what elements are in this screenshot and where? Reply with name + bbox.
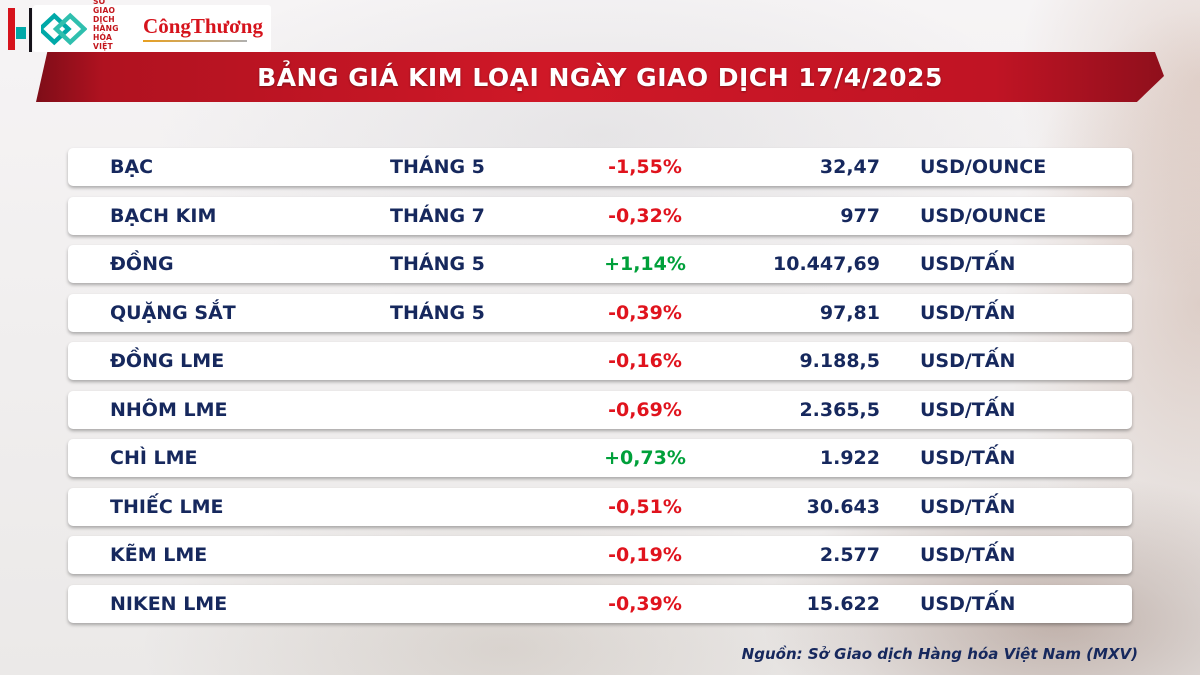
price-unit: USD/TẤN xyxy=(920,398,1016,421)
table-row: CHÌ LME +0,73% 1.922 USD/TẤN xyxy=(68,439,1132,477)
price-unit: USD/TẤN xyxy=(920,253,1016,275)
table-row: NHÔM LME -0,69% 2.365,5 USD/TẤN xyxy=(68,390,1132,429)
commodity-name: QUẶNG SẮT xyxy=(110,301,236,324)
price-unit: USD/TẤN xyxy=(920,350,1016,372)
price-table: BẠC THÁNG 5 -1,55% 32,47 USD/OUNCE BẠCH … xyxy=(68,148,1132,623)
congthuong-tagline-bar xyxy=(143,39,248,42)
price-unit: USD/TẤN xyxy=(920,544,1016,566)
price-value: 97,81 xyxy=(819,301,880,324)
commodity-name: CHÌ LME xyxy=(110,447,198,469)
table-row: ĐỒNG THÁNG 5 +1,14% 10.447,69 USD/TẤN xyxy=(68,245,1132,283)
table-row: THIẾC LME -0,51% 30.643 USD/TẤN xyxy=(68,487,1132,526)
price-unit: USD/TẤN xyxy=(920,301,1016,324)
commodity-name: THIẾC LME xyxy=(110,495,224,518)
commodity-name: BẠC xyxy=(110,156,154,178)
corner-red-bar xyxy=(8,8,15,50)
change-percent: +0,73% xyxy=(604,447,686,469)
change-percent: -1,55% xyxy=(608,156,682,178)
change-percent: -0,32% xyxy=(608,204,682,227)
table-row: QUẶNG SẮT THÁNG 5 -0,39% 97,81 USD/TẤN xyxy=(68,293,1132,332)
change-percent: -0,16% xyxy=(608,350,682,372)
source-note: Nguồn: Sở Giao dịch Hàng hóa Việt Nam (M… xyxy=(741,645,1138,663)
price-value: 9.188,5 xyxy=(799,350,880,372)
price-unit: USD/TẤN xyxy=(920,495,1016,518)
price-value: 30.643 xyxy=(806,495,880,518)
price-value: 1.922 xyxy=(819,447,880,469)
congthuong-logo-text: CôngThương xyxy=(143,13,263,38)
price-value: 2.577 xyxy=(819,544,880,566)
price-unit: USD/TẤN xyxy=(920,592,1016,615)
logo-card: SỞ GIAO DỊCH HÀNG HÓA VIỆT NAM CôngThươn… xyxy=(33,0,271,60)
price-unit: USD/OUNCE xyxy=(920,156,1047,178)
table-row: NIKEN LME -0,39% 15.622 USD/TẤN xyxy=(68,584,1132,623)
table-row: ĐỒNG LME -0,16% 9.188,5 USD/TẤN xyxy=(68,342,1132,380)
mxv-logo-icon xyxy=(41,10,87,48)
change-percent: -0,39% xyxy=(608,301,682,324)
price-unit: USD/TẤN xyxy=(920,447,1016,469)
price-value: 2.365,5 xyxy=(799,398,880,421)
commodity-name: BẠCH KIM xyxy=(110,204,217,227)
commodity-name: NIKEN LME xyxy=(110,592,228,615)
change-percent: -0,69% xyxy=(608,398,682,421)
contract-month: THÁNG 5 xyxy=(390,156,485,178)
contract-month: THÁNG 7 xyxy=(390,204,485,227)
table-row: BẠC THÁNG 5 -1,55% 32,47 USD/OUNCE xyxy=(68,148,1132,186)
congthuong-logo: CôngThương xyxy=(143,13,263,42)
commodity-name: ĐỒNG xyxy=(110,253,174,275)
price-value: 32,47 xyxy=(819,156,880,178)
commodity-name: KẼM LME xyxy=(110,544,208,566)
change-percent: -0,51% xyxy=(608,495,682,518)
mxv-logo-text: SỞ GIAO DỊCH HÀNG HÓA VIỆT NAM xyxy=(93,0,119,60)
page-title: BẢNG GIÁ KIM LOẠI NGÀY GIAO DỊCH 17/4/20… xyxy=(257,62,943,92)
corner-dark-bar xyxy=(29,8,32,52)
commodity-name: ĐỒNG LME xyxy=(110,350,225,372)
change-percent: +1,14% xyxy=(604,253,686,275)
contract-month: THÁNG 5 xyxy=(390,301,485,324)
table-row: KẼM LME -0,19% 2.577 USD/TẤN xyxy=(68,536,1132,574)
corner-teal-square xyxy=(16,27,26,39)
change-percent: -0,39% xyxy=(608,592,682,615)
change-percent: -0,19% xyxy=(608,544,682,566)
price-value: 15.622 xyxy=(806,592,880,615)
price-value: 977 xyxy=(840,204,880,227)
price-value: 10.447,69 xyxy=(773,253,880,275)
price-unit: USD/OUNCE xyxy=(920,204,1047,227)
commodity-name: NHÔM LME xyxy=(110,398,228,421)
contract-month: THÁNG 5 xyxy=(390,253,485,275)
table-row: BẠCH KIM THÁNG 7 -0,32% 977 USD/OUNCE xyxy=(68,196,1132,235)
title-banner: BẢNG GIÁ KIM LOẠI NGÀY GIAO DỊCH 17/4/20… xyxy=(36,52,1164,102)
